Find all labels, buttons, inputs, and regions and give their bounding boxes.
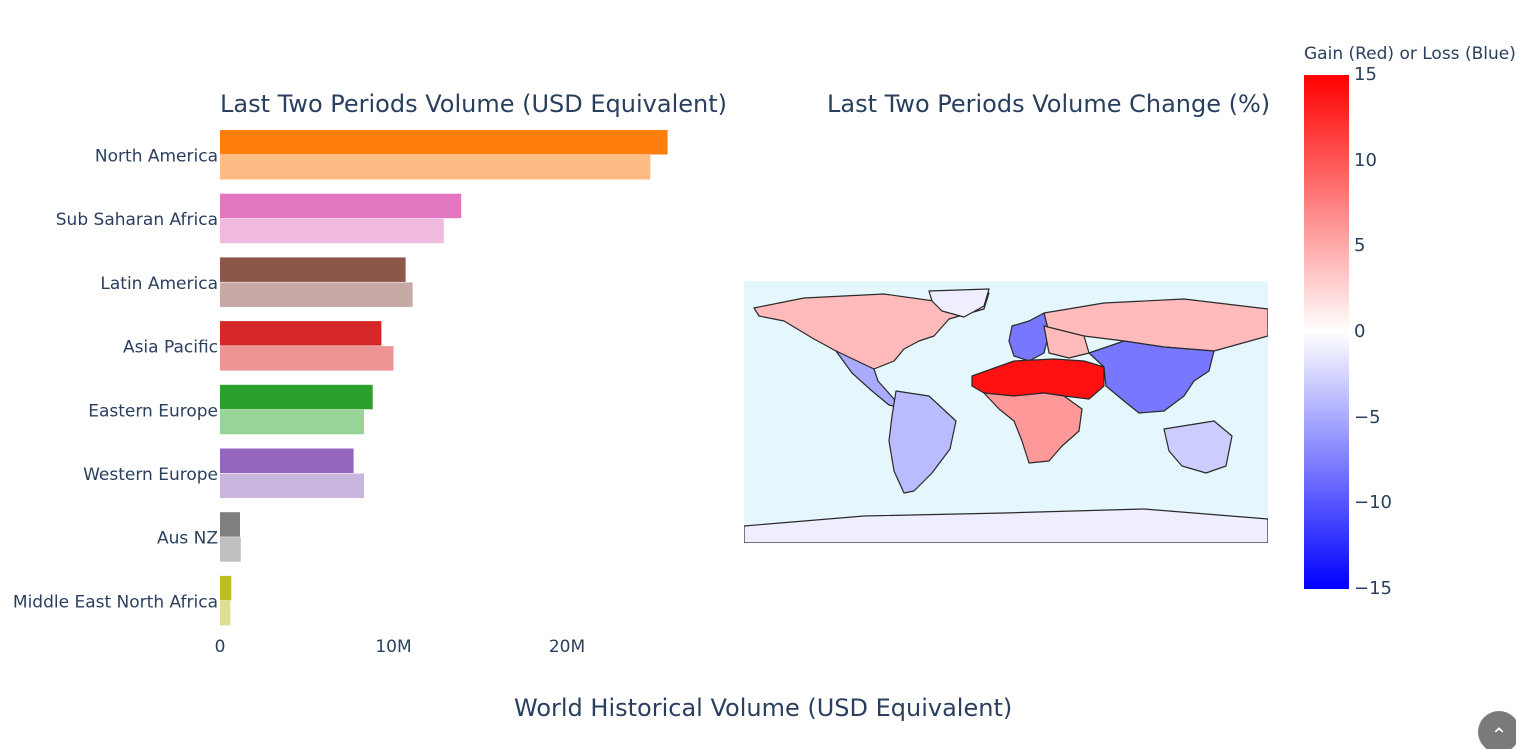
colorbar-title: Gain (Red) or Loss (Blue) — [1304, 44, 1516, 64]
region-australia[interactable] — [1163, 420, 1233, 474]
bar-sub-saharan-africa-period-1[interactable] — [220, 193, 462, 219]
bar-western-europe-period-2[interactable] — [220, 473, 364, 499]
category-label: Sub Saharan Africa — [56, 210, 218, 230]
scroll-to-top-button[interactable]: ⌃ — [1478, 711, 1516, 749]
x-tick-label: 20M — [549, 637, 585, 657]
bar-asia-pacific-period-1[interactable] — [220, 321, 382, 346]
x-tick-label: 0 — [215, 637, 226, 657]
region-south-america[interactable] — [888, 390, 957, 494]
region-north-america[interactable] — [753, 292, 990, 370]
category-label: Eastern Europe — [88, 401, 218, 421]
bar-sub-saharan-africa-period-2[interactable] — [220, 218, 444, 244]
category-label: Western Europe — [83, 465, 218, 485]
region-eastern-europe[interactable] — [1043, 325, 1090, 359]
bar-asia-pacific-period-2[interactable] — [220, 346, 394, 371]
colorbar-tick-label: −15 — [1354, 578, 1392, 599]
bar-chart[interactable]: North America Sub Saharan Africa Latin Ame… — [0, 0, 700, 670]
colorbar-tick-label: 15 — [1354, 64, 1377, 85]
category-label: Latin America — [100, 274, 218, 294]
bar-western-europe-period-1[interactable] — [220, 448, 354, 474]
bar-aus-nz-period-2[interactable] — [220, 537, 241, 562]
bar-latin-america-period-2[interactable] — [220, 282, 413, 307]
category-label: Middle East North Africa — [13, 592, 218, 612]
map-chart-title: Last Two Periods Volume Change (%) — [827, 90, 1271, 118]
colorbar-tick-label: 0 — [1354, 321, 1366, 342]
region-greenland[interactable] — [928, 288, 990, 318]
bar-latin-america-period-1[interactable] — [220, 257, 406, 282]
bar-north-america-period-1[interactable] — [220, 130, 668, 155]
bar-aus-nz-period-1[interactable] — [220, 512, 240, 537]
colorbar-tick-label: 5 — [1354, 235, 1366, 257]
bar-chart-title: Last Two Periods Volume (USD Equivalent) — [220, 90, 727, 118]
bar-eastern-europe-period-2[interactable] — [220, 409, 364, 435]
bar-middle-east-north-africa-period-1[interactable] — [220, 575, 232, 601]
region-sub-saharan-africa[interactable] — [983, 392, 1083, 464]
bar-eastern-europe-period-1[interactable] — [220, 384, 373, 410]
x-tick-label: 10M — [375, 637, 411, 657]
region-western-europe[interactable] — [1008, 312, 1050, 362]
category-label: North America — [95, 147, 218, 167]
category-label: Aus NZ — [157, 529, 218, 549]
bar-north-america-period-2[interactable] — [220, 155, 651, 180]
category-label: Asia Pacific — [123, 338, 218, 358]
colorbar-tick-label: −5 — [1354, 406, 1381, 428]
chevron-up-icon: ⌃ — [1490, 723, 1508, 747]
region-antarctica[interactable] — [744, 508, 1268, 543]
historical-volume-title: World Historical Volume (USD Equivalent) — [514, 694, 1013, 722]
colorbar — [1304, 75, 1349, 589]
region-asia[interactable] — [1088, 340, 1215, 414]
colorbar-tick-label: 10 — [1354, 149, 1377, 171]
bar-middle-east-north-africa-period-2[interactable] — [220, 600, 231, 626]
colorbar-tick-label: −10 — [1354, 492, 1392, 514]
world-choropleth-map[interactable] — [744, 281, 1268, 543]
